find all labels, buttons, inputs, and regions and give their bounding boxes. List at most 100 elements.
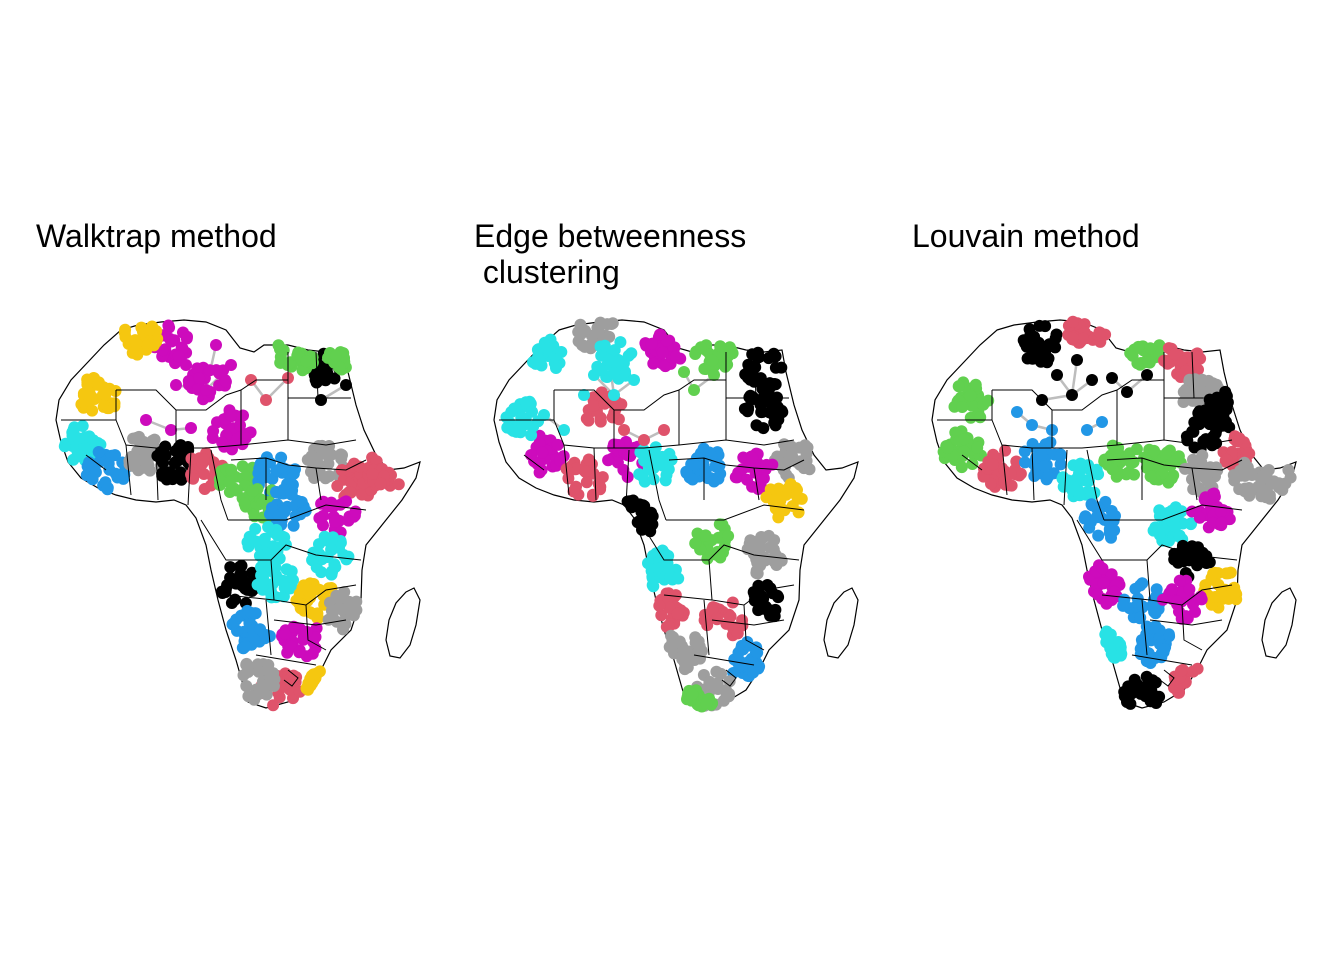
network-node xyxy=(582,414,595,427)
network-node xyxy=(701,619,714,632)
network-node xyxy=(210,364,223,377)
network-node xyxy=(618,424,630,436)
network-node xyxy=(622,349,635,362)
network-node xyxy=(708,369,720,381)
network-node xyxy=(81,373,94,386)
network-node xyxy=(325,533,338,545)
network-node xyxy=(338,496,351,509)
country-border xyxy=(1086,449,1105,521)
network-node xyxy=(327,500,340,513)
network-node xyxy=(207,425,220,437)
network-node xyxy=(1148,599,1161,612)
country-border xyxy=(1031,447,1035,501)
panel-edge-betweenness: Edge betweenness clustering xyxy=(464,0,902,960)
network-node xyxy=(592,326,605,339)
country-border xyxy=(721,669,737,687)
network-node xyxy=(554,454,566,467)
country-border xyxy=(1191,467,1198,501)
network-node xyxy=(1222,567,1235,580)
network-node xyxy=(985,477,997,490)
network-node xyxy=(140,440,153,452)
network-node xyxy=(760,491,773,504)
network-node xyxy=(338,586,351,598)
network-node xyxy=(1233,432,1246,445)
network-node xyxy=(234,419,246,432)
network-node xyxy=(326,608,339,621)
network-node xyxy=(758,551,771,564)
network-node xyxy=(193,372,206,385)
network-node xyxy=(772,511,785,524)
network-node xyxy=(1030,345,1043,358)
network-node xyxy=(83,456,96,469)
network-node xyxy=(637,510,650,523)
network-node xyxy=(1066,389,1078,401)
network-node xyxy=(1169,520,1182,533)
network-node xyxy=(714,551,727,564)
network-node xyxy=(99,388,112,401)
network-node xyxy=(1196,449,1209,462)
network-node xyxy=(713,518,726,531)
network-node xyxy=(1120,689,1133,702)
network-node xyxy=(555,346,568,358)
network-node xyxy=(731,627,744,640)
country-border xyxy=(187,449,192,506)
network-node xyxy=(550,362,562,374)
network-node xyxy=(792,506,805,519)
network-node xyxy=(274,356,287,369)
network-node xyxy=(225,463,238,476)
network-node xyxy=(185,422,197,434)
network-node xyxy=(1209,409,1221,422)
network-node xyxy=(770,493,783,506)
country-border xyxy=(1141,599,1148,656)
network-node xyxy=(663,620,675,633)
network-nodes xyxy=(58,319,405,712)
network-node xyxy=(1158,643,1171,656)
network-node xyxy=(1173,605,1185,618)
country-border xyxy=(743,604,765,651)
network-node xyxy=(722,530,735,542)
network-node xyxy=(262,678,275,691)
network-node xyxy=(941,442,954,454)
network-node xyxy=(224,440,237,453)
network-node xyxy=(770,549,783,562)
network-node xyxy=(392,478,405,491)
network-node xyxy=(768,534,781,547)
country-border xyxy=(991,419,1233,449)
network-node xyxy=(575,326,588,339)
panel-title: Edge betweenness clustering xyxy=(474,218,747,290)
network-node xyxy=(170,379,182,391)
country-border xyxy=(638,519,800,561)
network-node xyxy=(215,585,228,598)
network-node xyxy=(1140,682,1153,695)
network-node xyxy=(1206,516,1219,529)
network-node xyxy=(956,401,969,413)
country-border xyxy=(648,449,667,521)
network-node xyxy=(1122,466,1135,479)
network-node xyxy=(1241,461,1254,474)
network-node xyxy=(505,406,518,418)
country-border xyxy=(315,351,319,399)
network-node xyxy=(650,547,663,560)
network-node xyxy=(140,414,152,426)
network-node xyxy=(1284,471,1297,484)
network-node xyxy=(1200,557,1213,569)
network-node xyxy=(1033,319,1046,332)
country-border xyxy=(1149,619,1223,626)
network-node xyxy=(1028,470,1041,482)
country-border xyxy=(625,449,630,506)
network-node xyxy=(647,473,660,486)
network-node xyxy=(366,468,379,480)
country-border xyxy=(265,599,272,656)
network-node xyxy=(659,359,672,372)
network-node xyxy=(743,391,756,404)
network-node xyxy=(254,623,267,636)
network-node xyxy=(621,449,634,462)
network-node xyxy=(126,346,139,359)
network-node xyxy=(225,409,237,422)
network-node xyxy=(647,580,660,593)
network-node xyxy=(761,391,774,403)
network-node xyxy=(763,406,776,419)
network-node xyxy=(1077,332,1089,345)
network-node xyxy=(750,374,763,387)
country-borders xyxy=(937,351,1243,687)
